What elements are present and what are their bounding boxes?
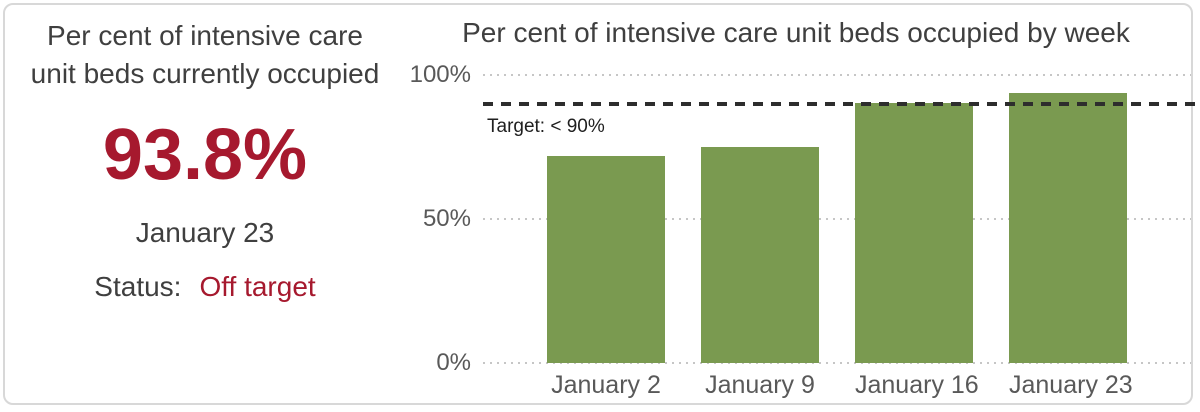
bar-series <box>483 75 1191 363</box>
y-tick-label-0: 0% <box>436 349 471 376</box>
target-line <box>483 101 1199 106</box>
x-axis-labels: January 2 January 9 January 16 January 23 <box>483 371 1191 400</box>
kpi-date: January 23 <box>135 217 275 248</box>
kpi-panel: Per cent of intensive care unit beds cur… <box>5 5 405 407</box>
gridline-100 <box>483 74 1191 76</box>
gridline-0 <box>483 362 1191 364</box>
bar-january-2[interactable] <box>547 155 665 363</box>
kpi-status: Status: Off target <box>5 271 405 303</box>
gridline-50 <box>483 218 1191 220</box>
x-tick-label-january-16: January 16 <box>855 371 979 399</box>
x-tick-label-january-2: January 2 <box>551 371 661 399</box>
target-line-label: Target: < 90% <box>487 115 605 137</box>
kpi-status-value: Off target <box>199 271 316 302</box>
kpi-value: 93.8% <box>102 115 308 195</box>
kpi-status-label: Status: <box>94 271 182 302</box>
x-tick-label-january-23: January 23 <box>1009 371 1133 399</box>
chart-title: Per cent of intensive care unit beds occ… <box>462 17 1130 48</box>
y-tick-label-50: 50% <box>422 205 471 232</box>
x-tick-label-january-9: January 9 <box>705 371 815 399</box>
bar-january-9[interactable] <box>701 147 819 363</box>
kpi-title: Per cent of intensive care unit beds cur… <box>30 20 380 89</box>
y-tick-label-100: 100% <box>409 61 471 88</box>
dashboard-card: Per cent of intensive care unit beds cur… <box>3 3 1199 407</box>
chart-plot-area: Target: < 90% <box>483 74 1199 364</box>
bar-january-16[interactable] <box>855 102 973 363</box>
bar-january-23[interactable] <box>1009 92 1127 363</box>
